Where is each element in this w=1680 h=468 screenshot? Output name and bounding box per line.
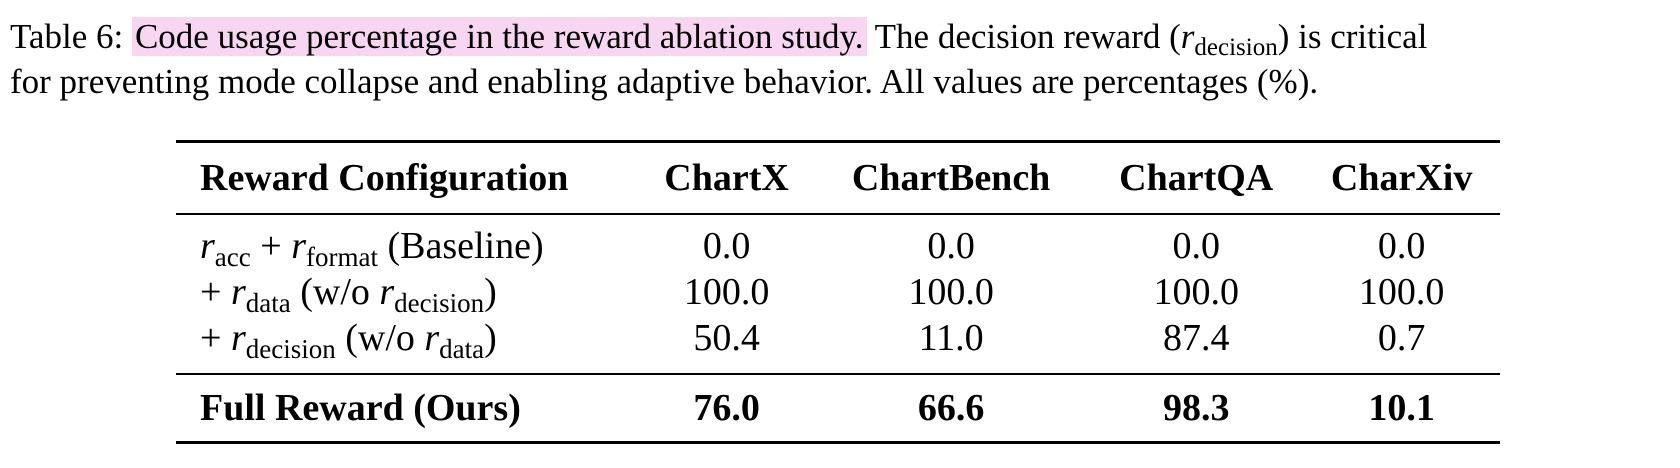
cell-baseline-chartx: 0.0 [702,225,751,267]
cell-baseline-chartbench: 0.0 [927,225,975,267]
label-text: + [250,225,292,267]
cell-data-reward-charxiv: 100.0 [1358,271,1445,313]
row-label-baseline: racc + rformat (Baseline) [176,214,640,272]
cell-data-reward-chartx: 100.0 [683,271,770,313]
caption-highlighted-text: Code usage percentage in the reward abla… [131,17,867,56]
label-text: ) [484,317,497,359]
math-r: r [230,271,246,313]
label-text: (w/o [290,271,380,313]
cell-full-reward-chartx: 76.0 [693,387,760,429]
cell-decision-reward-chartx: 50.4 [693,317,760,359]
results-table-container: Reward Configuration ChartX ChartBench C… [176,140,1500,444]
row-label-data-reward: + rdata (w/o rdecision) [176,269,640,318]
math-r: r [200,225,215,267]
caption-text-after-math: ) is critical [1277,17,1428,56]
label-text: ) [484,271,497,313]
header-chartx: ChartX [664,157,789,199]
label-text: (Baseline) [377,225,544,267]
header-reward-configuration: Reward Configuration [200,157,569,199]
math-r: r [230,317,246,359]
math-r: r [291,225,306,267]
math-r: r [379,271,395,313]
row-label-decision-reward: + rdecision (w/o rdata) [176,315,640,374]
header-chartbench: ChartBench [851,157,1051,199]
row-label-full-reward: Full Reward (Ours) [200,387,521,429]
cell-baseline-chartqa: 0.0 [1172,225,1220,267]
caption-math-subscript: decision [1194,34,1278,61]
table-caption: Table 6: Code usage percentage in the re… [10,14,1670,104]
cell-full-reward-charxiv: 10.1 [1368,387,1435,429]
cell-full-reward-chartqa: 98.3 [1162,387,1230,429]
caption-math-symbol: r [1180,17,1195,56]
math-subscript: acc [214,242,251,272]
math-subscript: format [305,242,378,272]
cell-baseline-charxiv: 0.0 [1377,225,1426,267]
label-text: + [200,317,231,359]
table-row-full-reward: Full Reward (Ours) 76.0 66.6 98.3 10.1 [176,374,1500,443]
table-row-data-reward: + rdata (w/o rdecision) 100.0 100.0 100.… [176,269,1500,318]
caption-text-before-math: The decision reward ( [874,17,1181,56]
label-text: + [200,271,231,313]
cell-data-reward-chartbench: 100.0 [908,271,994,313]
math-subscript: decision [394,288,485,318]
label-text: (w/o [335,317,425,359]
cell-full-reward-chartbench: 66.6 [917,387,985,429]
cell-decision-reward-charxiv: 0.7 [1377,317,1426,359]
table-row-baseline: racc + rformat (Baseline) 0.0 0.0 0.0 0.… [176,214,1500,272]
math-subscript: data [245,288,291,318]
table-row-decision-reward: + rdecision (w/o rdata) 50.4 11.0 87.4 0… [176,315,1500,374]
math-r: r [424,317,440,359]
cell-data-reward-chartqa: 100.0 [1153,271,1239,313]
reward-ablation-table: Reward Configuration ChartX ChartBench C… [176,140,1500,444]
cell-decision-reward-chartqa: 87.4 [1162,317,1230,359]
header-charxiv: CharXiv [1330,157,1473,199]
caption-line-1: Table 6: Code usage percentage in the re… [10,14,1670,61]
math-subscript: data [439,334,485,364]
header-chartqa: ChartQA [1119,157,1274,199]
math-subscript: decision [245,334,336,364]
caption-label: Table 6: [10,17,124,56]
caption-line-2: for preventing mode collapse and enablin… [10,62,1319,101]
cell-decision-reward-chartbench: 11.0 [918,317,984,359]
table-header-row: Reward Configuration ChartX ChartBench C… [176,141,1500,214]
